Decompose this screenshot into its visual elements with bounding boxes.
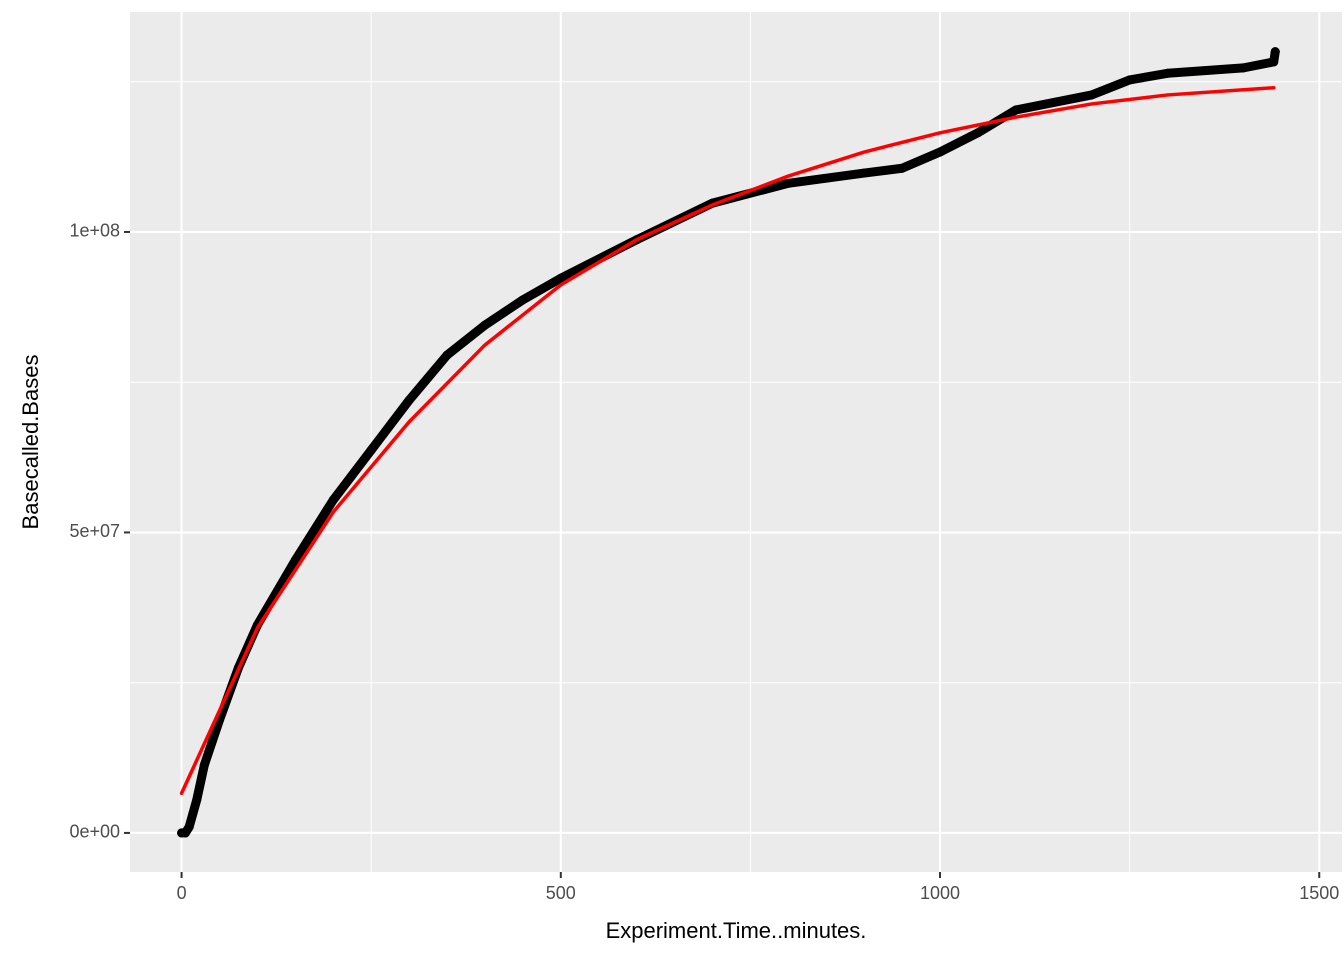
point xyxy=(1270,47,1280,57)
point xyxy=(199,760,209,770)
fit-line xyxy=(179,85,1276,796)
x-tick-label: 0 xyxy=(177,883,187,903)
y-tick-label: 5e+07 xyxy=(69,521,120,541)
point xyxy=(897,163,907,173)
point xyxy=(1011,105,1021,115)
point xyxy=(556,273,566,283)
point xyxy=(1163,68,1173,78)
point xyxy=(1238,63,1248,73)
x-tick-label: 500 xyxy=(546,883,576,903)
point xyxy=(404,395,414,405)
point xyxy=(1087,90,1097,100)
panel xyxy=(130,12,1342,872)
point xyxy=(442,350,452,360)
x-tick-label: 1000 xyxy=(920,883,960,903)
point xyxy=(184,822,194,832)
y-tick-label: 1e+08 xyxy=(69,221,120,241)
point xyxy=(935,147,945,157)
y-tick-label: 0e+00 xyxy=(69,822,120,842)
point xyxy=(290,555,300,565)
point xyxy=(859,168,869,178)
point xyxy=(192,795,202,805)
y-axis-title: Basecalled.Bases xyxy=(18,355,43,530)
point xyxy=(1125,75,1135,85)
point xyxy=(328,495,338,505)
point xyxy=(783,178,793,188)
point xyxy=(973,128,983,138)
point xyxy=(518,295,528,305)
point-trace xyxy=(177,47,1280,838)
x-tick-label: 1500 xyxy=(1299,883,1339,903)
x-axis-title: Experiment.Time..minutes. xyxy=(606,918,867,943)
point xyxy=(480,320,490,330)
point xyxy=(1269,57,1279,67)
point xyxy=(366,445,376,455)
